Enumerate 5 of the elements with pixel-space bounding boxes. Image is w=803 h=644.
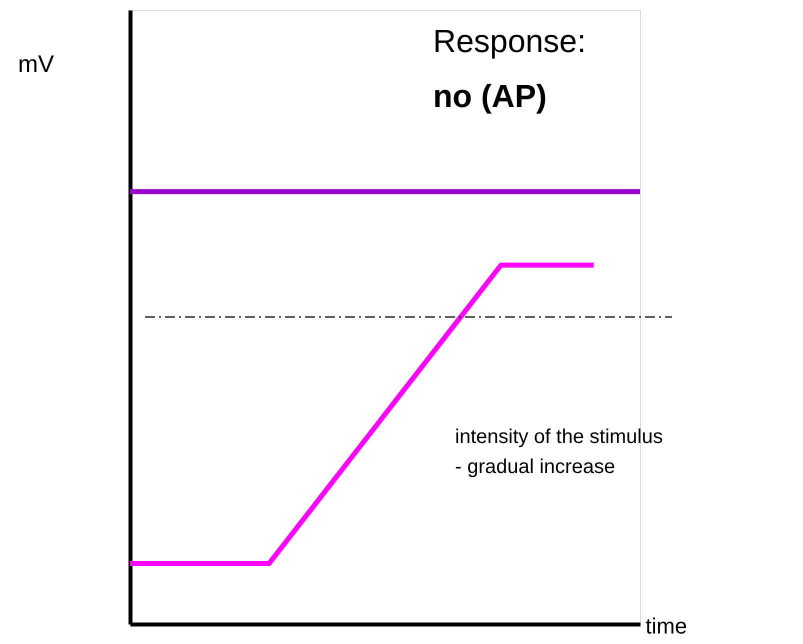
chart-subtitle: no (AP) xyxy=(433,78,547,114)
x-axis-title: time xyxy=(646,614,688,638)
chart-title: Response: xyxy=(433,23,586,59)
annotation: intensity of the stimulus - gradual increase xyxy=(455,426,663,478)
text: mV xyxy=(18,51,54,78)
